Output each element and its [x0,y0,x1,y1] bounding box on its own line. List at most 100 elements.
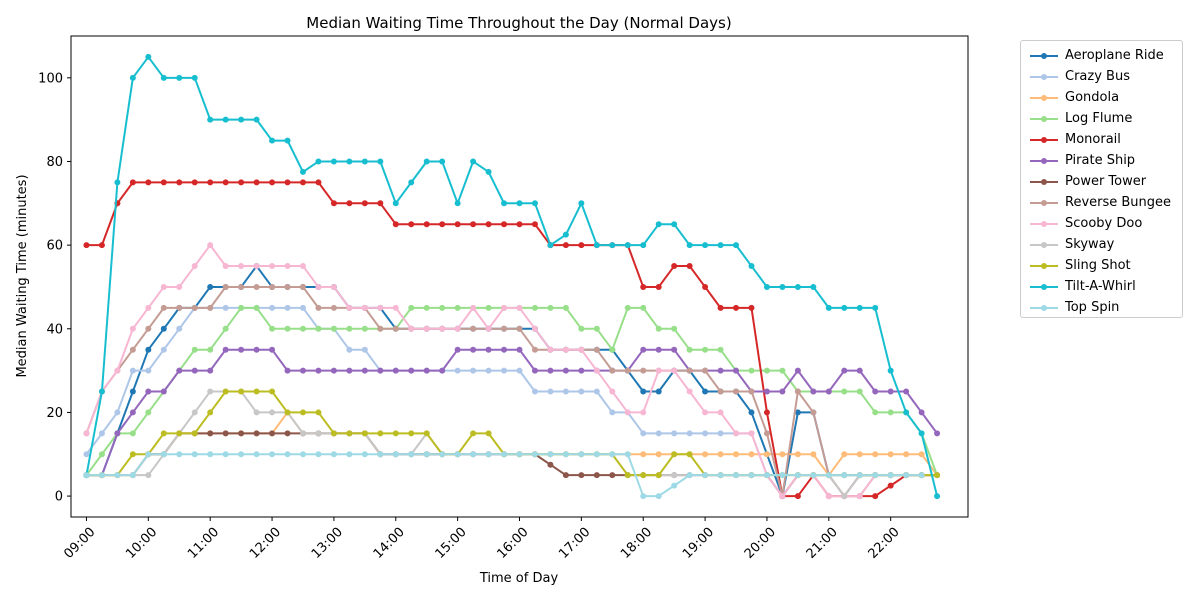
data-point [578,388,585,395]
data-point [763,367,770,374]
data-point [269,451,276,458]
data-point [207,367,214,374]
legend-item: Reverse Bungee [1021,194,1181,212]
data-point [825,493,832,500]
x-tick-label: 22:00 [866,525,903,562]
series-aeroplane-ride [83,263,925,500]
data-point [531,221,538,228]
data-point [269,179,276,186]
data-point [686,346,693,353]
data-point [887,409,894,416]
data-point [609,367,616,374]
data-point [485,304,492,311]
x-tick-label: 18:00 [618,525,655,562]
data-point [83,472,90,479]
data-point [191,74,198,81]
data-point [624,472,631,479]
data-point [671,367,678,374]
data-point [686,367,693,374]
data-point [516,367,523,374]
x-tick-label: 15:00 [433,525,470,562]
data-point [129,472,136,479]
data-point [145,367,152,374]
data-point [238,304,245,311]
data-point [392,367,399,374]
legend-swatch [1030,200,1058,206]
data-point [702,451,709,458]
legend-swatch [1030,242,1058,248]
data-point [655,325,662,332]
series-tilt-a-whirl [83,53,941,500]
data-point [330,430,337,437]
legend-label: Top Spin [1065,300,1120,315]
data-point [794,388,801,395]
data-point [145,451,152,458]
legend-label: Power Tower [1065,174,1147,189]
plot-area [83,53,941,500]
data-point [346,367,353,374]
y-tick-label: 40 [46,322,63,337]
series-scooby-doo [83,242,941,500]
legend-label: Aeroplane Ride [1065,48,1164,63]
data-point [284,409,291,416]
data-point [284,179,291,186]
x-tick-label: 11:00 [185,525,222,562]
data-point [207,179,214,186]
data-point [702,283,709,290]
data-point [423,158,430,165]
legend-item: Aeroplane Ride [1021,47,1181,65]
data-point [269,325,276,332]
data-point [841,493,848,500]
data-point [516,451,523,458]
data-point [763,451,770,458]
data-point [748,388,755,395]
data-point [346,325,353,332]
data-point [315,430,322,437]
series-line [86,432,938,498]
data-point [346,451,353,458]
data-point [269,430,276,437]
series-line [85,55,939,497]
data-point [763,388,770,395]
legend-swatch [1030,137,1058,143]
data-point [269,304,276,311]
data-point [531,346,538,353]
legend-label: Log Flume [1065,111,1133,126]
data-point [330,367,337,374]
data-point [253,388,260,395]
legend-label: Monorail [1065,132,1121,147]
data-point [702,242,709,249]
data-point [145,388,152,395]
data-point [485,168,492,175]
data-point [686,388,693,395]
data-point [810,388,817,395]
series-line [86,181,938,498]
data-point [361,158,368,165]
legend-swatch [1030,179,1058,185]
data-point [856,388,863,395]
data-point [129,430,136,437]
data-point [299,367,306,374]
data-point [299,283,306,290]
data-point [207,346,214,353]
data-point [470,304,477,311]
data-point [609,409,616,416]
data-point [516,346,523,353]
data-point [779,367,786,374]
data-point [207,283,214,290]
data-point [717,472,724,479]
data-point [547,451,554,458]
data-point [717,242,724,249]
data-point [176,451,183,458]
legend-swatch [1030,74,1058,80]
data-point [315,325,322,332]
data-point [454,221,461,228]
data-point [856,304,863,311]
data-point [485,325,492,332]
data-point [299,430,306,437]
legend-item: Sling Shot [1021,257,1181,275]
data-point [671,482,678,489]
data-point [655,367,662,374]
data-point [207,409,214,416]
